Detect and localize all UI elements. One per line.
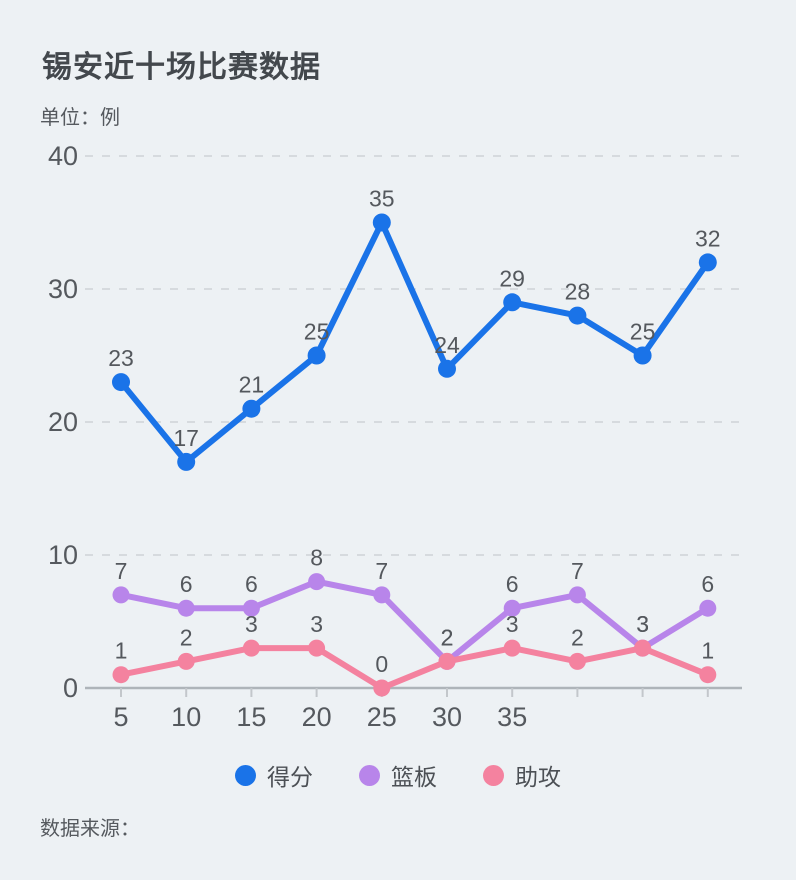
svg-text:5: 5 — [113, 702, 128, 732]
svg-text:0: 0 — [63, 673, 78, 703]
data-label-points: 24 — [434, 332, 460, 358]
data-label-rebounds: 6 — [506, 571, 519, 597]
data-label-points: 25 — [630, 319, 656, 345]
series-line-assists — [118, 645, 711, 691]
data-point-points[interactable] — [372, 213, 391, 232]
data-point-points[interactable] — [568, 306, 587, 325]
data-label-rebounds: 8 — [310, 545, 323, 571]
series-line-points — [118, 219, 711, 465]
legend-dot-assists — [483, 764, 504, 786]
legend-label-assists: 助攻 — [515, 764, 561, 790]
data-point-rebounds[interactable] — [373, 586, 391, 604]
svg-text:40: 40 — [48, 141, 78, 171]
data-label-rebounds: 2 — [441, 624, 454, 650]
data-source-label: 数据来源： — [40, 818, 140, 840]
data-point-points[interactable] — [438, 359, 456, 378]
svg-text:20: 20 — [48, 407, 78, 437]
svg-text:25: 25 — [367, 702, 397, 732]
data-label-assists: 2 — [441, 624, 454, 650]
data-label-assists: 2 — [571, 624, 584, 650]
chart-legend: 得分 篮板 助攻 — [0, 758, 796, 792]
legend-dot-rebounds — [359, 764, 380, 786]
legend-item-points[interactable]: 得分 — [235, 758, 313, 792]
data-label-assists: 3 — [506, 611, 519, 637]
data-point-assists[interactable] — [699, 666, 717, 684]
data-label-points: 32 — [695, 225, 721, 251]
legend-dot-points — [235, 764, 256, 786]
svg-text:10: 10 — [48, 540, 78, 570]
data-label-assists: 1 — [701, 638, 714, 664]
data-point-points[interactable] — [633, 346, 652, 365]
data-point-assists[interactable] — [438, 652, 456, 670]
svg-text:35: 35 — [497, 702, 527, 732]
x-axis-labels: 5 10 15 20 25 30 35 — [113, 702, 527, 732]
data-point-points[interactable] — [307, 346, 326, 365]
data-label-points: 23 — [108, 345, 134, 371]
page-title: 锡安近十场比赛数据 — [42, 51, 321, 84]
svg-text:15: 15 — [236, 702, 266, 732]
data-label-points: 25 — [304, 319, 330, 345]
data-label-assists: 1 — [115, 638, 128, 664]
data-label-assists: 3 — [310, 611, 323, 637]
legend-label-points: 得分 — [267, 764, 313, 790]
data-point-assists[interactable] — [242, 639, 260, 657]
data-point-assists[interactable] — [503, 639, 521, 657]
gridlines — [85, 155, 742, 556]
data-label-rebounds: 6 — [180, 571, 193, 597]
series-points: 23 17 21 25 35 24 29 28 25 32 — [108, 186, 721, 471]
data-point-points[interactable] — [698, 253, 717, 272]
x-axis — [85, 686, 742, 697]
series-line-rebounds — [118, 578, 711, 665]
data-point-assists[interactable] — [177, 652, 195, 670]
data-label-rebounds: 6 — [245, 571, 258, 597]
svg-text:20: 20 — [302, 702, 332, 732]
data-label-points: 21 — [239, 372, 265, 398]
data-label-rebounds: 7 — [375, 558, 388, 584]
data-point-rebounds[interactable] — [177, 599, 195, 617]
data-label-assists: 3 — [245, 611, 258, 637]
svg-text:30: 30 — [48, 274, 78, 304]
data-point-assists[interactable] — [112, 666, 130, 684]
data-point-points[interactable] — [503, 293, 522, 312]
data-label-assists: 2 — [180, 624, 193, 650]
data-point-points[interactable] — [177, 452, 196, 471]
data-label-rebounds: 7 — [571, 558, 584, 584]
y-axis-labels: 0 10 20 30 40 — [48, 141, 78, 703]
legend-item-rebounds[interactable]: 篮板 — [359, 758, 437, 792]
data-label-assists: 3 — [636, 611, 649, 637]
series-assists: 1 2 3 3 0 2 3 2 3 1 — [112, 611, 717, 697]
data-point-rebounds[interactable] — [503, 599, 521, 617]
data-point-rebounds[interactable] — [568, 586, 586, 604]
data-label-rebounds: 3 — [636, 611, 649, 637]
data-point-assists[interactable] — [568, 652, 586, 670]
svg-text:10: 10 — [171, 702, 201, 732]
data-label-points: 28 — [565, 279, 591, 305]
legend-item-assists[interactable]: 助攻 — [483, 758, 561, 792]
data-label-rebounds: 7 — [115, 558, 128, 584]
data-label-points: 29 — [499, 265, 525, 291]
data-label-points: 35 — [369, 186, 395, 212]
data-point-points[interactable] — [242, 399, 261, 418]
data-point-assists[interactable] — [373, 679, 391, 697]
data-label-assists: 0 — [375, 651, 388, 677]
data-label-points: 17 — [173, 425, 199, 451]
data-point-rebounds[interactable] — [112, 586, 130, 604]
svg-text:30: 30 — [432, 702, 462, 732]
unit-label: 单位：例 — [40, 107, 120, 129]
legend-label-rebounds: 篮板 — [391, 764, 437, 790]
data-label-rebounds: 6 — [701, 571, 714, 597]
data-point-rebounds[interactable] — [699, 599, 717, 617]
data-point-points[interactable] — [112, 373, 130, 392]
data-point-rebounds[interactable] — [308, 573, 326, 591]
data-point-assists[interactable] — [634, 639, 652, 657]
data-point-assists[interactable] — [308, 639, 326, 657]
data-point-rebounds[interactable] — [242, 599, 260, 617]
